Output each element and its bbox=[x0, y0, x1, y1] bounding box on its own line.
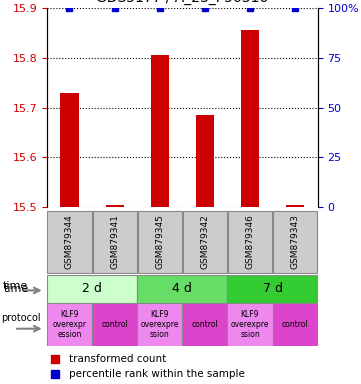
Bar bbox=[182, 303, 227, 346]
FancyBboxPatch shape bbox=[138, 210, 182, 273]
Bar bbox=[61, 93, 79, 207]
Bar bbox=[227, 275, 318, 303]
Text: 2 d: 2 d bbox=[82, 283, 102, 295]
FancyBboxPatch shape bbox=[48, 210, 92, 273]
Text: 7 d: 7 d bbox=[262, 283, 283, 295]
Text: GSM879343: GSM879343 bbox=[291, 215, 300, 269]
Bar bbox=[227, 303, 273, 346]
Bar bbox=[137, 275, 227, 303]
FancyBboxPatch shape bbox=[92, 210, 136, 273]
Text: time: time bbox=[3, 281, 27, 291]
Text: GSM879341: GSM879341 bbox=[110, 215, 119, 269]
Text: control: control bbox=[191, 320, 218, 329]
Text: KLF9
overexpre
ssion: KLF9 overexpre ssion bbox=[140, 310, 179, 339]
Bar bbox=[273, 303, 318, 346]
Text: transformed count: transformed count bbox=[69, 354, 166, 364]
Text: percentile rank within the sample: percentile rank within the sample bbox=[69, 369, 244, 379]
Bar bbox=[105, 205, 123, 207]
Bar bbox=[196, 115, 214, 207]
Text: GSM879342: GSM879342 bbox=[200, 215, 209, 269]
Text: KLF9
overexpre
ssion: KLF9 overexpre ssion bbox=[231, 310, 269, 339]
Text: 4 d: 4 d bbox=[172, 283, 192, 295]
Bar bbox=[286, 205, 304, 207]
Text: control: control bbox=[282, 320, 309, 329]
FancyBboxPatch shape bbox=[183, 210, 227, 273]
Bar bbox=[241, 30, 259, 207]
Bar bbox=[47, 275, 137, 303]
Text: protocol: protocol bbox=[1, 313, 40, 323]
Text: GSM879344: GSM879344 bbox=[65, 215, 74, 269]
Bar bbox=[151, 55, 169, 207]
Text: GSM879345: GSM879345 bbox=[155, 215, 164, 269]
Text: time: time bbox=[4, 284, 29, 294]
FancyBboxPatch shape bbox=[273, 210, 317, 273]
Text: control: control bbox=[101, 320, 128, 329]
Title: GDS5177 / A_23_P56316: GDS5177 / A_23_P56316 bbox=[96, 0, 269, 5]
Text: KLF9
overexpr
ession: KLF9 overexpr ession bbox=[52, 310, 87, 339]
Bar bbox=[137, 303, 182, 346]
Text: GSM879346: GSM879346 bbox=[245, 215, 255, 269]
Bar bbox=[47, 303, 92, 346]
Bar bbox=[92, 303, 137, 346]
FancyBboxPatch shape bbox=[228, 210, 272, 273]
